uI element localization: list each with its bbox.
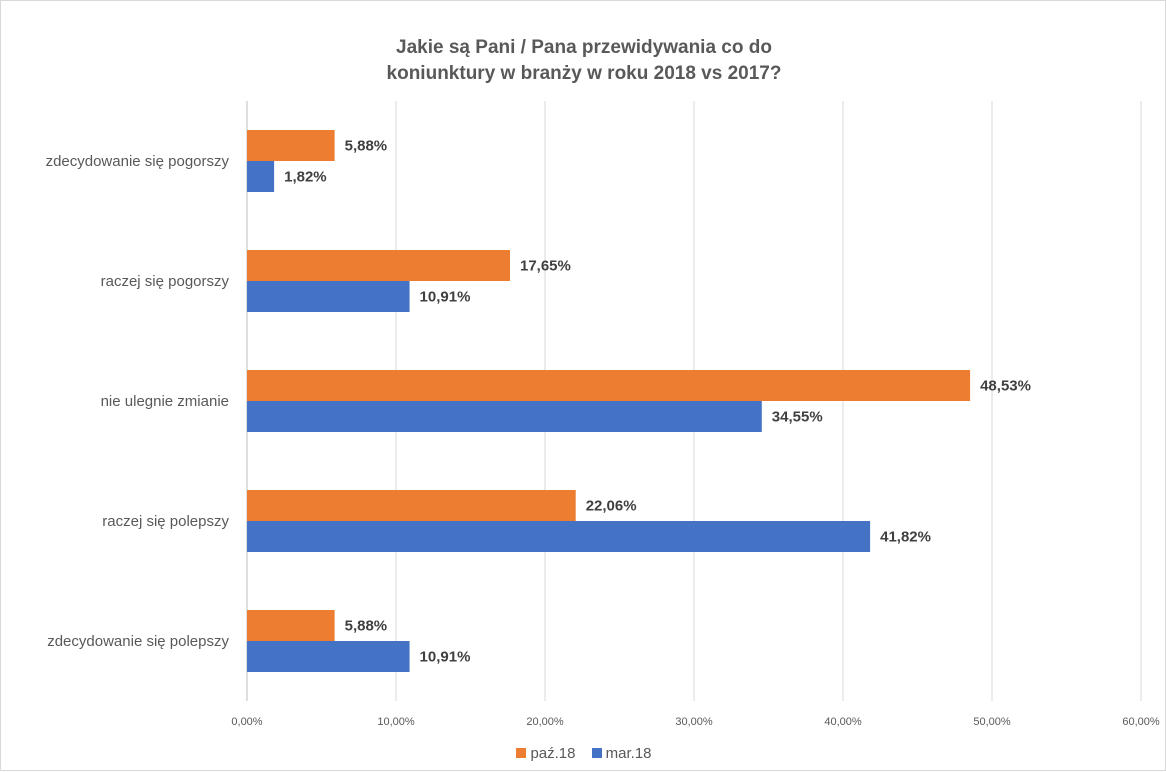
bar-series-2	[247, 281, 410, 312]
bar-series-2	[247, 521, 871, 552]
bar-series-2	[247, 161, 275, 192]
chart-title-line-1: Jakie są Pani / Pana przewidywania co do	[396, 37, 772, 58]
data-label: 48,53%	[980, 378, 1031, 395]
category-label: zdecydowanie się pogorszy	[46, 153, 230, 170]
category-label: raczej się pogorszy	[101, 273, 230, 290]
data-label: 22,06%	[586, 498, 637, 515]
bar-series-2	[247, 641, 410, 672]
data-label: 5,88%	[345, 618, 388, 635]
x-tick-label: 10,00%	[377, 716, 415, 728]
bar-series-1	[247, 370, 971, 401]
x-tick-label: 40,00%	[824, 716, 862, 728]
bar-series-1	[247, 130, 335, 161]
bar-series-2	[247, 401, 762, 432]
data-label: 34,55%	[772, 409, 823, 426]
data-label: 5,88%	[345, 138, 388, 155]
x-tick-label: 60,00%	[1122, 716, 1160, 728]
data-label: 10,91%	[420, 289, 471, 306]
x-tick-label: 20,00%	[526, 716, 564, 728]
legend-swatch-series-1	[516, 748, 527, 758]
x-tick-label: 50,00%	[973, 716, 1011, 728]
category-label: zdecydowanie się polepszy	[47, 633, 229, 650]
bar-series-1	[247, 250, 510, 281]
legend-label-series-1: paź.18	[530, 745, 576, 762]
legend-swatch-series-2	[591, 748, 602, 758]
chart-title: Jakie są Pani / Pana przewidywania co do…	[1, 35, 1166, 87]
category-label: nie ulegnie zmianie	[101, 393, 229, 410]
data-label: 17,65%	[520, 258, 571, 275]
category-label: raczej się polepszy	[102, 513, 229, 530]
legend: paź.18 mar.18	[1, 745, 1166, 762]
chart-title-line-2: koniunktury w branży w roku 2018 vs 2017…	[386, 63, 782, 84]
data-label: 1,82%	[284, 169, 327, 186]
x-tick-label: 0,00%	[231, 716, 262, 728]
bar-series-1	[247, 610, 335, 641]
data-label: 10,91%	[420, 649, 471, 666]
x-tick-label: 30,00%	[675, 716, 713, 728]
legend-item-series-2: mar.18	[591, 745, 652, 762]
data-label: 41,82%	[880, 529, 931, 546]
legend-label-series-2: mar.18	[605, 745, 652, 762]
bar-series-1	[247, 490, 576, 521]
legend-item-series-1: paź.18	[516, 745, 576, 762]
